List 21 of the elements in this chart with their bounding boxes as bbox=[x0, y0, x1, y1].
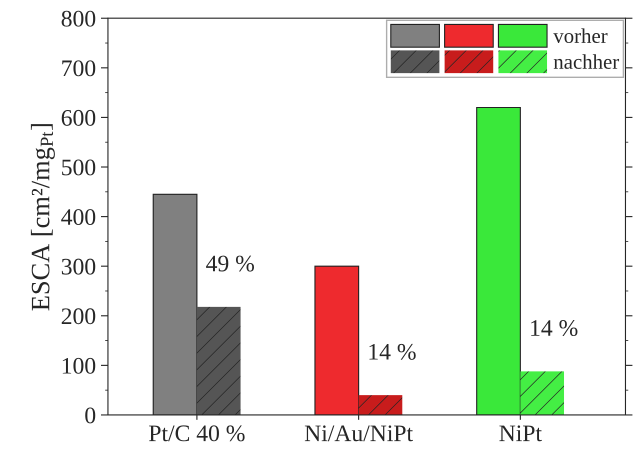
annotation: 49 % bbox=[206, 256, 254, 272]
legend-label: nachher bbox=[554, 54, 620, 69]
annotation: 14 % bbox=[369, 344, 416, 360]
x-tick-label: Pt/C 40 % bbox=[149, 425, 245, 442]
legend-label: vorher bbox=[553, 28, 608, 44]
bar bbox=[358, 395, 402, 415]
y-tick-label: 600 bbox=[62, 110, 96, 126]
y-tick-label: 100 bbox=[62, 358, 96, 374]
x-tick-label: Ni/Au/NiPt bbox=[304, 425, 413, 442]
y-tick-label: 300 bbox=[62, 258, 96, 275]
y-axis-title: ESCA [cm²/mg$_{Pt}$] bbox=[30, 124, 55, 310]
y-tick-label: 700 bbox=[62, 60, 96, 76]
x-tick-label: NiPt bbox=[499, 425, 542, 442]
annotation: 14 % bbox=[531, 320, 578, 336]
bar bbox=[196, 306, 241, 415]
y-tick-label: 400 bbox=[61, 209, 96, 226]
y-tick-label: 200 bbox=[62, 308, 96, 324]
y-tick-label: 800 bbox=[62, 10, 96, 27]
y-tick-label: 0 bbox=[85, 407, 96, 424]
bar bbox=[520, 371, 564, 415]
y-tick-label: 500 bbox=[62, 160, 96, 176]
